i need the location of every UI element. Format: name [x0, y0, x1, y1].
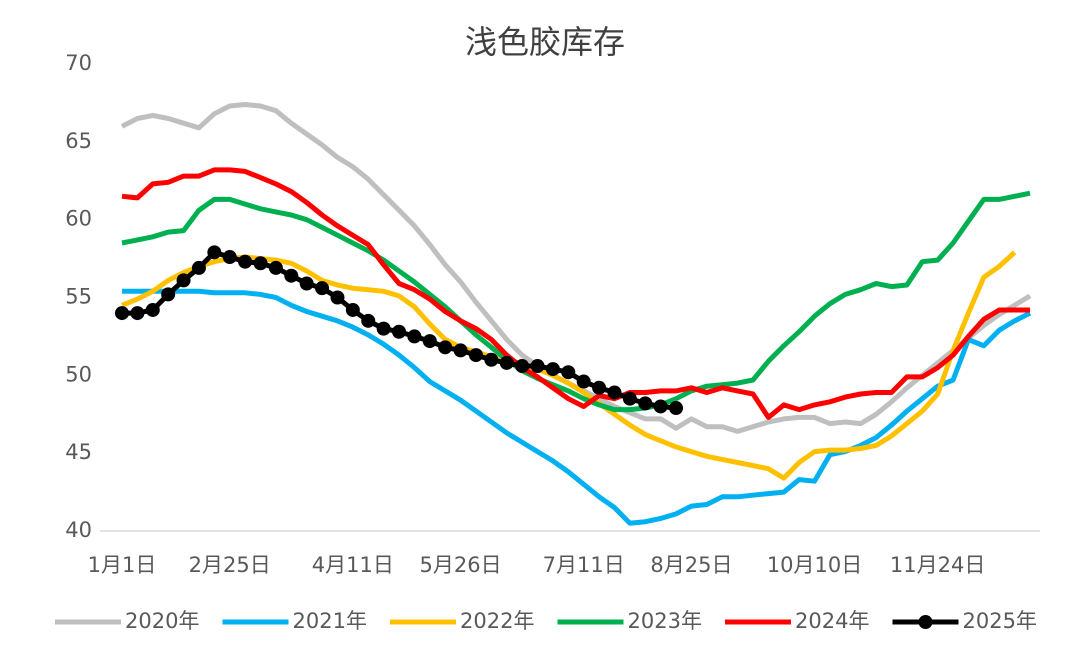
series-marker	[392, 324, 407, 339]
series-marker	[130, 306, 145, 321]
series-marker	[191, 260, 206, 275]
series-marker	[561, 365, 576, 380]
y-tick-label: 45	[65, 440, 92, 464]
series-marker	[115, 306, 129, 321]
series-marker	[176, 273, 191, 288]
series-marker	[453, 343, 468, 358]
y-tick-label: 60	[65, 207, 92, 231]
series-marker	[268, 260, 283, 275]
series-marker	[622, 391, 637, 406]
series-marker	[530, 358, 545, 373]
series-marker	[607, 385, 622, 400]
series-marker	[438, 340, 453, 355]
chart-title: 浅色胶库存	[465, 23, 625, 61]
series-marker	[638, 396, 653, 411]
legend-marker	[918, 615, 933, 629]
series-marker	[499, 355, 514, 370]
x-tick-label: 5月26日	[420, 553, 502, 577]
series-line	[121, 190, 1031, 413]
series-marker	[515, 358, 530, 373]
series-marker	[376, 321, 391, 336]
x-tick-label: 4月11日	[312, 553, 394, 577]
series-marker	[299, 276, 314, 291]
series-marker	[330, 290, 345, 305]
series-marker	[576, 374, 591, 389]
y-tick-label: 50	[65, 362, 92, 386]
legend-label: 2025年	[963, 609, 1037, 633]
x-tick-label: 11月24日	[890, 553, 985, 577]
series-marker	[161, 287, 176, 302]
series-marker	[545, 362, 560, 377]
series-line	[121, 167, 1030, 420]
series-marker	[468, 348, 483, 363]
series-marker	[669, 401, 684, 416]
legend-label: 2021年	[293, 609, 367, 633]
series-marker	[361, 313, 376, 328]
series-marker	[145, 302, 160, 317]
series-marker	[238, 254, 253, 269]
y-tick-label: 70	[65, 51, 92, 75]
series-marker	[407, 329, 422, 344]
series-marker	[207, 245, 222, 260]
legend-label: 2022年	[460, 609, 534, 633]
series-line	[121, 250, 1017, 481]
y-tick-label: 65	[65, 129, 92, 153]
legend-label: 2023年	[628, 609, 702, 633]
series-marker	[422, 334, 437, 349]
x-tick-label: 1月1日	[88, 553, 157, 577]
series-marker	[222, 250, 237, 265]
x-tick-label: 8月25日	[650, 553, 732, 577]
series-marker	[315, 281, 330, 296]
x-tick-label: 2月25日	[189, 553, 271, 577]
series-marker	[253, 256, 268, 271]
legend-label: 2020年	[125, 609, 199, 633]
series-marker	[484, 352, 499, 367]
series-marker	[284, 268, 299, 283]
series-marker	[592, 380, 607, 395]
series-line	[122, 288, 1032, 526]
y-tick-label: 55	[65, 285, 92, 309]
series-marker	[345, 302, 360, 317]
x-tick-label: 10月10日	[767, 553, 862, 577]
x-tick-label: 7月11日	[543, 553, 625, 577]
legend-label: 2024年	[795, 609, 869, 633]
y-tick-label: 40	[65, 518, 92, 542]
series-marker	[653, 399, 668, 414]
